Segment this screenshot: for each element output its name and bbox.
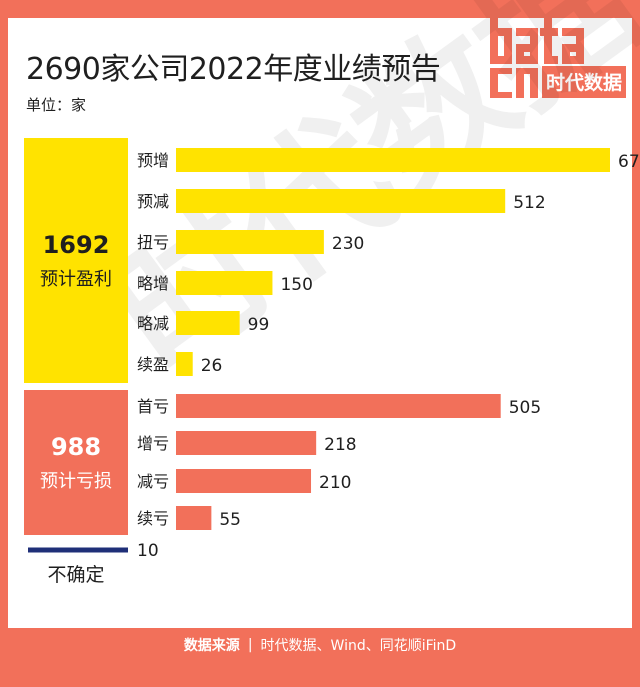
value-label: 675 — [618, 152, 640, 172]
value-label: 55 — [219, 510, 241, 530]
unit-label: 单位：家 — [26, 96, 87, 114]
bar-续盈 — [176, 352, 193, 376]
category-label: 增亏 — [137, 434, 169, 453]
chart-title: 2690家公司2022年度业绩预告 — [26, 52, 441, 87]
group-label-uncertain: 不确定 — [47, 564, 105, 586]
category-label: 预增 — [137, 151, 169, 170]
value-label: 505 — [509, 398, 541, 418]
bar-增亏 — [176, 431, 317, 455]
group-label: 预计盈利 — [40, 268, 112, 290]
group-panel-loss: 988 预计亏损 — [24, 390, 128, 535]
group-panel-profit: 1692 预计盈利 — [24, 138, 128, 383]
footer: 数据来源 | 时代数据、Wind、同花顺iFinD — [0, 628, 640, 662]
bar-略减 — [176, 311, 240, 335]
category-label: 略增 — [137, 274, 169, 293]
bar-首亏 — [176, 394, 501, 418]
category-label: 减亏 — [137, 472, 169, 491]
bar-预增 — [176, 148, 610, 172]
group-label: 预计亏损 — [40, 470, 112, 492]
value-label: 26 — [201, 356, 223, 376]
source-text: 时代数据、Wind、同花顺iFinD — [260, 638, 457, 654]
category-label: 扭亏 — [137, 233, 169, 252]
value-label: 99 — [248, 315, 270, 335]
source-label: 数据来源 — [183, 638, 240, 654]
value-label: 10 — [137, 541, 159, 561]
value-label: 230 — [332, 234, 364, 254]
category-label: 续盈 — [137, 355, 169, 374]
category-label: 略减 — [137, 314, 169, 333]
bar-减亏 — [176, 469, 312, 493]
brand-logo: 时代数据 — [490, 4, 626, 98]
value-label: 210 — [319, 473, 351, 493]
value-label: 218 — [324, 435, 356, 455]
value-label: 150 — [280, 275, 312, 295]
group-total: 1692 — [42, 230, 110, 259]
value-label: 512 — [513, 193, 545, 213]
bar-uncertain — [28, 547, 128, 553]
bar-预减 — [176, 189, 506, 213]
category-label: 首亏 — [137, 397, 169, 416]
bar-扭亏 — [176, 230, 324, 254]
svg-text:时代数据: 时代数据 — [546, 71, 622, 94]
bar-略增 — [176, 271, 273, 295]
category-label: 续亏 — [137, 509, 169, 528]
group-total: 988 — [50, 432, 102, 461]
bar-续亏 — [176, 506, 212, 530]
source-separator: | — [247, 637, 253, 653]
category-label: 预减 — [137, 192, 169, 211]
